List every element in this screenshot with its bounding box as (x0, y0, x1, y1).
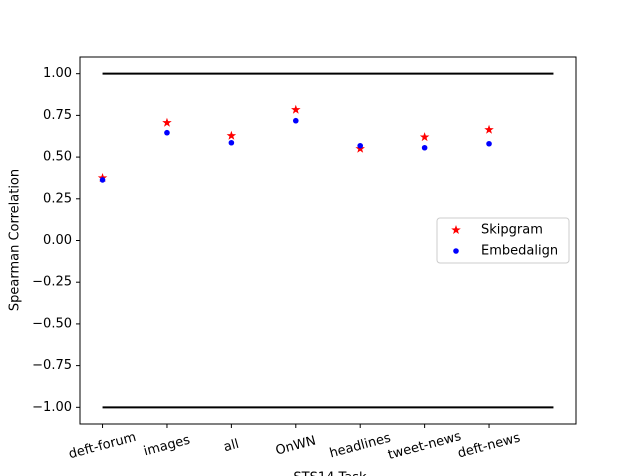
point (484, 124, 494, 134)
legend-box (436, 217, 570, 264)
y-tick-label: 1.00 (43, 66, 72, 81)
point (228, 139, 235, 146)
point (421, 144, 428, 151)
point (291, 104, 301, 114)
x-tick-label: deft-forum (67, 430, 138, 462)
x-tick-label: deft-news (456, 430, 522, 461)
x-tick-label: tweet-news (386, 429, 463, 463)
x-tick-label: all (222, 437, 241, 455)
legend-label: Embedalign (481, 244, 558, 259)
x-tick-label: headlines (328, 431, 393, 462)
x-tick-label: OnWN (274, 433, 318, 458)
point (486, 140, 492, 147)
point (162, 117, 172, 127)
y-tick-label: −0.50 (32, 316, 72, 331)
point (357, 142, 364, 149)
legend-label: Skipgram (481, 223, 543, 238)
y-axis-label: Spearman Correlation (8, 169, 23, 311)
legend-marker (453, 248, 459, 254)
point (292, 117, 299, 124)
y-tick-label: 0.75 (43, 108, 72, 123)
x-axis-label: STS14 Task (293, 471, 367, 476)
y-tick-label: −0.75 (32, 358, 72, 373)
point (226, 130, 237, 140)
point (419, 132, 430, 142)
point (164, 129, 170, 136)
y-tick-label: −1.00 (32, 400, 72, 415)
y-tick-label: 0.25 (43, 191, 72, 206)
legend-marker (451, 225, 461, 235)
y-tick-label: 0.50 (43, 150, 72, 165)
point (99, 177, 106, 183)
y-tick-label: 0.00 (43, 233, 72, 248)
x-tick-label: images (142, 433, 192, 460)
y-tick-label: −0.25 (32, 275, 72, 290)
